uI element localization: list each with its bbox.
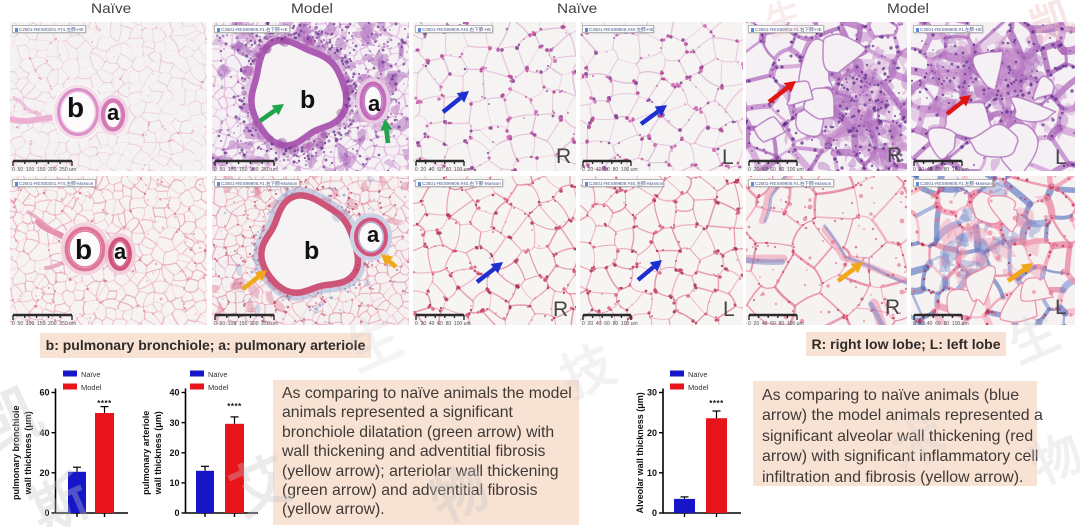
svg-text:0 20 40 60 80 100 μm: 0 20 40 60 80 100 μm [415, 321, 471, 325]
svg-text:0 20 40 60 80 100 μm: 0 20 40 60 80 100 μm [415, 167, 471, 171]
svg-text:0 20 40 60 80 100 μm: 0 20 40 60 80 100 μm [913, 167, 969, 171]
svg-text:0: 0 [174, 508, 179, 518]
svg-text:wall thickness (μm): wall thickness (μm) [153, 411, 163, 495]
svg-text:0 20 40 60 80 100 μm: 0 20 40 60 80 100 μm [748, 167, 804, 171]
svg-text:10: 10 [647, 468, 657, 478]
svg-text:20: 20 [647, 428, 657, 438]
svg-text:60: 60 [39, 388, 49, 398]
svg-text:wall thickness (μm): wall thickness (μm) [23, 411, 33, 495]
svg-text:10: 10 [169, 478, 179, 488]
svg-text:0 50 100 150 200 250 μm: 0 50 100 150 200 250 μm [12, 321, 76, 325]
svg-text:0: 0 [652, 508, 657, 518]
svg-text:Alveolar wall thickness (μm): Alveolar wall thickness (μm) [635, 392, 645, 513]
svg-text:0 20 40 60 80 100 μm: 0 20 40 60 80 100 μm [582, 167, 638, 171]
svg-text:****: **** [227, 402, 242, 411]
svg-text:Model: Model [81, 383, 102, 392]
svg-text:0 50 100 150 200 250 μm: 0 50 100 150 200 250 μm [12, 167, 76, 171]
svg-text:0: 0 [44, 508, 49, 518]
svg-text:30: 30 [647, 388, 657, 398]
svg-text:Naïve: Naïve [81, 370, 101, 379]
svg-text:20: 20 [39, 468, 49, 478]
svg-text:pulmonary bronchiole: pulmonary bronchiole [11, 406, 21, 501]
svg-text:****: **** [709, 399, 724, 408]
svg-text:0 50 100 150 200 250 μm: 0 50 100 150 200 250 μm [214, 167, 278, 171]
svg-text:Naïve: Naïve [688, 370, 708, 379]
svg-text:Naïve: Naïve [208, 370, 228, 379]
svg-text:pulmonary arteriole: pulmonary arteriole [141, 411, 151, 495]
svg-text:30: 30 [169, 418, 179, 428]
svg-text:0 50 100 150 200 250 μm: 0 50 100 150 200 250 μm [214, 321, 278, 325]
svg-text:Model: Model [688, 383, 709, 392]
svg-text:40: 40 [39, 428, 49, 438]
svg-text:20: 20 [169, 448, 179, 458]
svg-text:****: **** [97, 399, 112, 408]
svg-text:Model: Model [208, 383, 229, 392]
svg-text:40: 40 [169, 388, 179, 398]
